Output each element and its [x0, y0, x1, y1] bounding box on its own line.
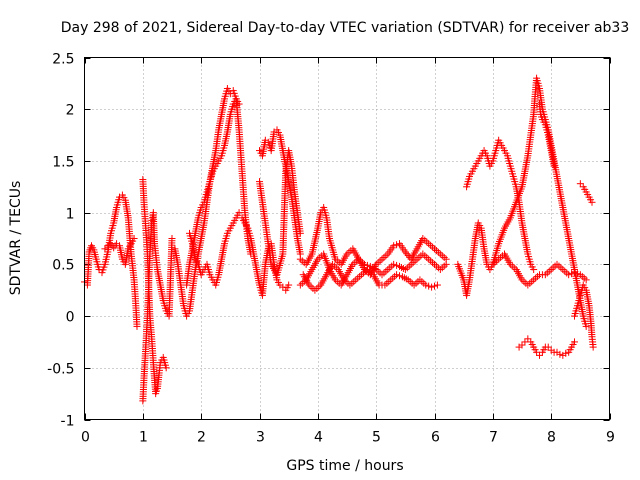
- y-tick-label: -1: [61, 414, 75, 430]
- data-point: [530, 266, 538, 274]
- data-point: [101, 245, 109, 253]
- data-point: [524, 335, 532, 343]
- data-point: [422, 281, 430, 289]
- tick-layer: [84, 57, 611, 421]
- data-point: [390, 260, 398, 268]
- data-point: [428, 283, 436, 291]
- data-point-sample: [393, 241, 401, 249]
- data-point: [518, 341, 526, 349]
- data-point: [130, 235, 138, 242]
- data-point-sample: [431, 282, 438, 290]
- data-point: [565, 271, 573, 279]
- x-tick-label: 4: [314, 430, 323, 446]
- data-point: [571, 338, 578, 346]
- x-axis-title: GPS time / hours: [286, 458, 403, 474]
- data-point: [589, 343, 597, 351]
- data-point-sample: [396, 272, 403, 280]
- data-point: [393, 271, 401, 279]
- y-tick-label: 0: [66, 310, 75, 326]
- data-point: [562, 349, 570, 357]
- y-axis-title: SDTVAR / TECUs: [8, 181, 24, 296]
- y-tick-label: 1.5: [52, 155, 74, 171]
- data-point: [582, 322, 590, 330]
- data-point: [296, 229, 304, 237]
- data-point-sample: [393, 261, 401, 269]
- y-tick-label: 1: [66, 207, 75, 223]
- data-point: [390, 242, 398, 250]
- y-tick-label: 2.5: [52, 52, 74, 68]
- data-point: [401, 248, 409, 256]
- data-point: [361, 260, 368, 268]
- data-point: [556, 350, 564, 358]
- data-point: [285, 281, 293, 289]
- x-tick-label: 6: [431, 430, 440, 446]
- x-tick-label: 5: [372, 430, 381, 446]
- marker-layer: [81, 74, 597, 405]
- label-layer: 0 1 2 3 4 5 6 7 8 9 -1 -0.5 0 0.5 1 1.5 2 2.5: [47, 52, 615, 446]
- data-point: [433, 281, 441, 289]
- chart-title: Day 298 of 2021, Sidereal Day-to-day VTE…: [61, 20, 630, 36]
- data-point: [235, 209, 243, 217]
- data-point-sample: [403, 250, 411, 258]
- x-tick-label: 2: [197, 430, 206, 446]
- data-point: [235, 100, 243, 108]
- data-point-sample: [404, 252, 412, 260]
- x-tick-label: 3: [256, 430, 265, 446]
- x-tick-label: 9: [606, 430, 615, 446]
- data-point: [533, 348, 541, 356]
- x-tick-label: 1: [139, 430, 148, 446]
- y-tick-label: 2: [66, 103, 75, 119]
- data-point: [550, 162, 558, 170]
- x-tick-label: 7: [489, 430, 498, 446]
- y-tick-label: -0.5: [47, 362, 74, 378]
- data-point: [544, 343, 552, 351]
- plot-frame: [84, 57, 610, 420]
- data-point: [442, 260, 450, 268]
- data-point: [536, 351, 543, 359]
- x-tick-label: 0: [81, 430, 90, 446]
- data-point: [582, 276, 590, 284]
- data-point: [279, 283, 287, 291]
- x-tick-label: 8: [547, 430, 556, 446]
- data-point: [162, 364, 170, 372]
- y-tick-label: 0.5: [52, 258, 74, 274]
- data-point: [588, 198, 596, 206]
- data-point: [133, 322, 141, 330]
- data-point: [168, 235, 176, 242]
- data-point: [576, 180, 584, 188]
